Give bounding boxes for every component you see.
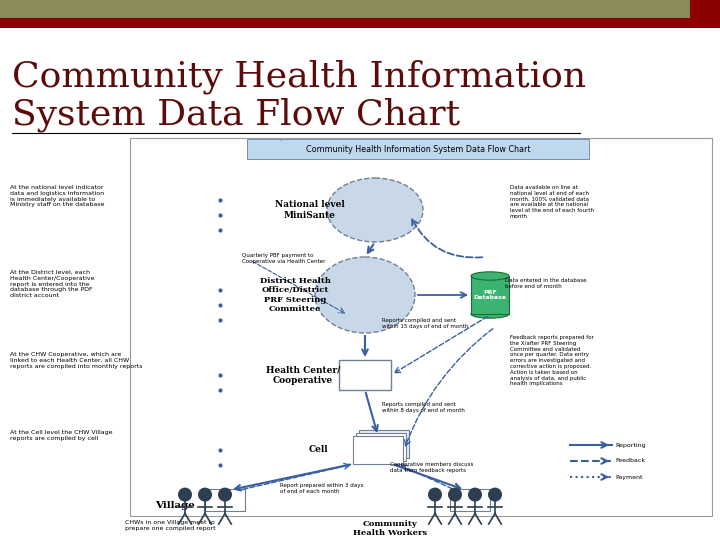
Text: Payment: Payment <box>615 475 642 480</box>
Text: National level
MiniSante: National level MiniSante <box>275 200 345 220</box>
Bar <box>356 433 406 461</box>
Text: Data available on line at
national level at end of each
month. 100% validated da: Data available on line at national level… <box>510 185 594 219</box>
Text: Community Health Information: Community Health Information <box>12 60 586 94</box>
Bar <box>353 436 403 464</box>
Circle shape <box>219 488 231 501</box>
Bar <box>339 360 391 390</box>
Text: District Health
Office/District
PRF Steering
Committee: District Health Office/District PRF Stee… <box>259 277 330 313</box>
Circle shape <box>449 488 462 501</box>
Text: CHWs in one Village meet to
prepare one compiled report: CHWs in one Village meet to prepare one … <box>125 520 215 531</box>
Text: At the District level, each
Health Center/Cooperative
report is entered into the: At the District level, each Health Cente… <box>10 270 94 298</box>
Bar <box>359 430 409 458</box>
Ellipse shape <box>471 272 509 280</box>
Ellipse shape <box>327 178 423 242</box>
Ellipse shape <box>315 257 415 333</box>
Text: Community
Health Workers: Community Health Workers <box>353 520 427 537</box>
Text: Feedback: Feedback <box>615 458 645 463</box>
Text: Cell: Cell <box>308 446 328 455</box>
Text: Cooperative members discuss
data from feedback reports: Cooperative members discuss data from fe… <box>390 462 473 473</box>
Text: System Data Flow Chart: System Data Flow Chart <box>12 98 460 132</box>
Circle shape <box>199 488 211 501</box>
Bar <box>0 0 720 18</box>
Circle shape <box>428 488 441 501</box>
Bar <box>450 489 490 511</box>
Text: Reports compiled and sent
within 8 days of end of month: Reports compiled and sent within 8 days … <box>382 402 465 413</box>
Text: At the CHW Cooperative, which are
linked to each Health Center, all CHW
reports : At the CHW Cooperative, which are linked… <box>10 352 143 369</box>
Circle shape <box>469 488 481 501</box>
Text: Reports compiled and sent
within 15 days of end of month: Reports compiled and sent within 15 days… <box>382 318 469 329</box>
Bar <box>0 18 720 28</box>
Bar <box>471 276 509 314</box>
FancyBboxPatch shape <box>247 139 589 159</box>
Text: Data entered in the database
before end of month: Data entered in the database before end … <box>505 278 587 289</box>
Bar <box>130 138 712 516</box>
Text: Report prepared within 3 days
of end of each month: Report prepared within 3 days of end of … <box>280 483 364 494</box>
Text: Reporting: Reporting <box>615 442 646 448</box>
Text: Community Health Information System Data Flow Chart: Community Health Information System Data… <box>306 145 530 153</box>
Text: Health Center/
Cooperative: Health Center/ Cooperative <box>266 365 340 384</box>
Circle shape <box>179 488 192 501</box>
Text: Village: Village <box>155 501 195 510</box>
Bar <box>205 489 245 511</box>
Text: Quarterly PBF payment to
Cooperative via Health Center: Quarterly PBF payment to Cooperative via… <box>242 253 325 264</box>
Ellipse shape <box>471 310 509 318</box>
Text: Feedback reports prepared for
the X/after PRF Steering
Committee and validated
o: Feedback reports prepared for the X/afte… <box>510 335 594 387</box>
Text: At the Cell level the CHW Village
reports are compiled by cell: At the Cell level the CHW Village report… <box>10 430 112 441</box>
Bar <box>690 0 720 18</box>
Circle shape <box>489 488 501 501</box>
Text: At the national level indicator
data and logistics information
is immediately av: At the national level indicator data and… <box>10 185 104 207</box>
Text: PRF
Database: PRF Database <box>474 289 506 300</box>
